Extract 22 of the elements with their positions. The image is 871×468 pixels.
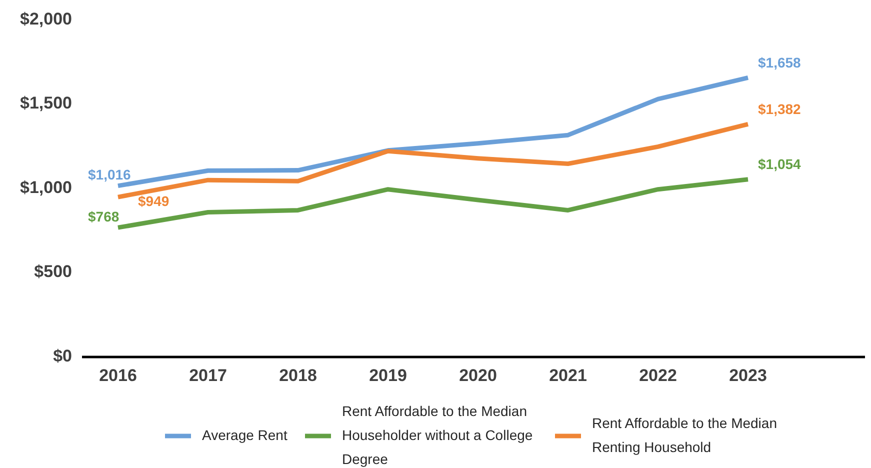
data-label: $768 [88,208,120,224]
x-tick-label: 2021 [549,366,587,385]
legend-label: Rent Affordable to the Median Householder without a College Degree [342,402,533,467]
y-tick-label: $2,000 [20,9,72,28]
x-tick-label: 2023 [729,366,767,385]
data-label: $949 [138,192,170,209]
y-tick-label: $1,000 [20,178,72,197]
y-tick-label: $1,500 [20,94,72,113]
y-tick-label: $0 [53,346,72,366]
data-label: $1,054 [758,156,802,172]
data-label: $1,016 [88,166,132,183]
x-tick-label: 2018 [279,366,317,385]
x-tick-label: 2017 [189,366,227,385]
y-tick-label: $500 [34,262,72,282]
x-tick-label: 2019 [369,366,407,385]
x-tick-label: 2022 [639,366,677,385]
legend-label: Average Rent [202,426,288,443]
data-label: $1,382 [758,100,802,117]
legend-label: Rent Affordable to the Median Renting Household [592,414,777,455]
x-tick-label: 2020 [459,366,497,385]
data-label: $1,658 [758,54,802,70]
x-tick-label: 2016 [99,366,137,385]
